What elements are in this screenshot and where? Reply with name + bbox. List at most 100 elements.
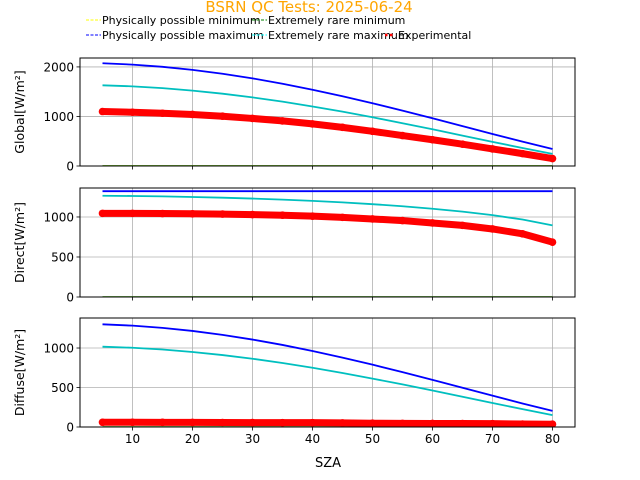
x-tick-label: 70 bbox=[485, 432, 500, 446]
y-axis-label: Direct[W/m²] bbox=[12, 202, 27, 283]
data-point bbox=[128, 418, 137, 427]
x-tick-label: 20 bbox=[185, 432, 200, 446]
data-point bbox=[458, 221, 467, 230]
y-axis-label: Diffuse[W/m²] bbox=[12, 329, 27, 416]
data-point bbox=[368, 127, 377, 136]
x-tick-label: 80 bbox=[545, 432, 560, 446]
data-point bbox=[158, 418, 167, 427]
data-point bbox=[218, 210, 227, 218]
legend-entry: Experimental bbox=[385, 29, 471, 42]
data-point bbox=[278, 117, 287, 125]
series-extremely-rare-maximum bbox=[102, 194, 553, 227]
legend-entry: Physically possible minimum bbox=[86, 14, 261, 27]
data-point bbox=[488, 145, 497, 153]
y-tick-label: 1000 bbox=[43, 110, 74, 124]
data-point bbox=[368, 215, 377, 223]
y-tick-label: 1000 bbox=[43, 210, 74, 224]
legend-label: Experimental bbox=[398, 29, 471, 42]
data-point bbox=[308, 212, 317, 220]
axes-frame bbox=[79, 57, 576, 167]
data-point bbox=[98, 209, 107, 218]
series-experimental bbox=[99, 418, 556, 427]
series-group bbox=[98, 323, 557, 427]
legend-entry: Extremely rare minimum bbox=[252, 14, 405, 27]
x-tick-label: 10 bbox=[125, 432, 140, 446]
data-point bbox=[518, 149, 527, 158]
legend: Physically possible minimum Extremely rar… bbox=[86, 14, 471, 42]
y-tick-label: 0 bbox=[66, 291, 74, 305]
legend-label: Extremely rare minimum bbox=[268, 14, 405, 27]
data-point bbox=[428, 219, 437, 227]
data-point bbox=[458, 140, 467, 149]
data-point bbox=[398, 216, 407, 225]
x-tick-label: 50 bbox=[365, 432, 380, 446]
series-experimental bbox=[99, 108, 556, 163]
data-point bbox=[338, 419, 347, 427]
data-point bbox=[278, 418, 287, 427]
axes-frame bbox=[79, 317, 576, 428]
data-point bbox=[368, 419, 377, 427]
series-physically-possible-maximum bbox=[102, 62, 553, 150]
data-point bbox=[158, 109, 167, 118]
data-point bbox=[548, 238, 557, 246]
data-point bbox=[218, 112, 227, 121]
data-point bbox=[248, 114, 257, 123]
series-group bbox=[98, 190, 557, 297]
panel-global: 0 1000 2000 Global[W/m²] bbox=[12, 57, 576, 174]
data-point bbox=[398, 419, 407, 427]
data-point bbox=[98, 418, 107, 427]
panels: 010002000Global[W/m²]05001000Direct[W/m²… bbox=[12, 57, 576, 446]
y-axis-label: Global[W/m²] bbox=[12, 70, 27, 153]
data-point bbox=[308, 418, 317, 427]
data-point bbox=[248, 210, 257, 219]
panel-diffuse: 10 20 30 40 50 60 70 80 0 500 1000 Diffuse[W/m²] bbox=[12, 317, 576, 446]
x-axis-label: SZA bbox=[315, 456, 341, 471]
series-group bbox=[98, 62, 557, 166]
data-point bbox=[548, 420, 557, 427]
panel-direct: 0 500 1000 Direct[W/m²] bbox=[12, 187, 576, 305]
data-point bbox=[188, 209, 197, 218]
data-point bbox=[128, 108, 137, 117]
y-tick-label: 0 bbox=[66, 160, 74, 174]
legend-label: Extremely rare maximum bbox=[268, 29, 409, 42]
series-extremely-rare-maximum bbox=[102, 84, 553, 155]
data-point bbox=[488, 225, 497, 233]
data-point bbox=[128, 209, 137, 218]
data-point bbox=[398, 131, 407, 140]
y-tick-label: 500 bbox=[51, 381, 74, 395]
data-point bbox=[308, 120, 317, 128]
data-point bbox=[98, 107, 107, 116]
series-experimental bbox=[99, 209, 556, 246]
data-point bbox=[278, 211, 287, 220]
data-point bbox=[338, 213, 347, 222]
x-tick-label: 30 bbox=[245, 432, 260, 446]
data-point bbox=[428, 419, 437, 427]
x-tick-label: 40 bbox=[305, 432, 320, 446]
data-point bbox=[488, 419, 497, 427]
data-point bbox=[188, 110, 197, 119]
y-tick-label: 500 bbox=[51, 250, 74, 264]
data-point bbox=[518, 420, 527, 427]
legend-entry: Physically possible maximum bbox=[86, 29, 264, 42]
series-extremely-rare-maximum bbox=[102, 345, 553, 416]
data-point bbox=[548, 154, 557, 163]
data-point bbox=[428, 135, 437, 144]
y-tick-label: 1000 bbox=[43, 342, 74, 356]
legend-label: Physically possible maximum bbox=[102, 29, 264, 42]
data-point bbox=[518, 229, 527, 238]
y-tick-label: 2000 bbox=[43, 60, 74, 74]
legend-entry: Extremely rare maximum bbox=[252, 29, 409, 42]
x-tick-label: 60 bbox=[425, 432, 440, 446]
data-point bbox=[458, 419, 467, 427]
data-point bbox=[158, 209, 167, 218]
data-point bbox=[248, 418, 257, 427]
data-point bbox=[188, 418, 197, 427]
data-point bbox=[218, 418, 227, 427]
series-physically-possible-maximum bbox=[102, 323, 553, 412]
legend-label: Physically possible minimum bbox=[102, 14, 261, 27]
axes-frame bbox=[79, 187, 576, 298]
chart-title: BSRN QC Tests: 2025-06-24 bbox=[205, 0, 412, 16]
data-point bbox=[338, 123, 347, 132]
y-tick-label: 0 bbox=[66, 421, 74, 435]
